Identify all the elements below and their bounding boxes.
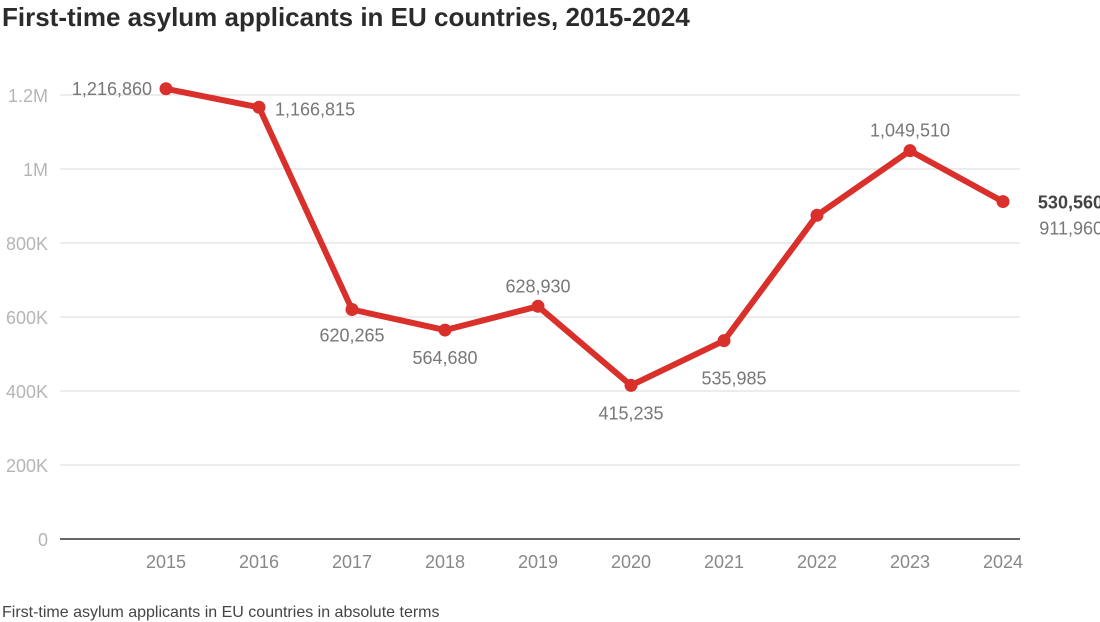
x-tick-label: 2018 xyxy=(425,552,465,572)
x-tick-label: 2021 xyxy=(704,552,744,572)
y-tick-label: 1M xyxy=(23,160,48,180)
gridlines xyxy=(60,94,1020,466)
data-point xyxy=(531,299,545,313)
y-tick-label: 800K xyxy=(6,234,48,254)
data-point xyxy=(159,82,173,96)
data-label: 911,960 xyxy=(1039,219,1100,239)
data-point xyxy=(252,100,266,114)
data-label: 1,216,860 xyxy=(72,79,152,99)
data-point xyxy=(717,334,731,348)
x-tick-label: 2019 xyxy=(518,552,558,572)
data-labels: 1,216,860 1,166,815 620,265 564,680 628,930 4… xyxy=(72,79,1100,424)
y-tick-label: 200K xyxy=(6,456,48,476)
y-tick-label: 0 xyxy=(38,530,48,550)
x-tick-label: 2024 xyxy=(983,552,1023,572)
data-label: 628,930 xyxy=(505,276,570,296)
y-tick-label: 600K xyxy=(6,308,48,328)
x-tick-label: 2016 xyxy=(239,552,279,572)
x-tick-label: 2017 xyxy=(332,552,372,572)
data-label: 535,985 xyxy=(701,369,766,389)
data-label: 1,049,510 xyxy=(870,121,950,141)
y-axis-tick-labels: 0 200K 400K 600K 800K 1M 1.2M xyxy=(6,86,48,550)
x-tick-label: 2022 xyxy=(797,552,837,572)
y-tick-label: 400K xyxy=(6,382,48,402)
data-label: 415,235 xyxy=(598,403,663,423)
series-line xyxy=(163,85,1006,389)
data-label: 620,265 xyxy=(319,326,384,346)
data-point xyxy=(624,378,638,392)
data-label: 1,166,815 xyxy=(275,99,355,119)
data-point xyxy=(996,195,1010,209)
x-tick-label: 2015 xyxy=(146,552,186,572)
x-tick-label: 2020 xyxy=(611,552,651,572)
x-axis-tick-labels: 2015 2016 2017 2018 2019 2020 2021 2022 2023 2024 xyxy=(146,552,1023,572)
data-label: 564,680 xyxy=(412,348,477,368)
data-point xyxy=(903,144,917,158)
x-tick-label: 2023 xyxy=(890,552,930,572)
data-point xyxy=(810,208,824,222)
data-point xyxy=(345,303,359,317)
chart-caption: First-time asylum applicants in EU count… xyxy=(2,604,440,621)
highlight-label: 530,560 xyxy=(1038,193,1100,213)
data-point xyxy=(438,323,452,337)
data-points xyxy=(159,82,1010,392)
y-tick-label: 1.2M xyxy=(8,86,48,106)
chart-title: First-time asylum applicants in EU count… xyxy=(2,2,690,32)
